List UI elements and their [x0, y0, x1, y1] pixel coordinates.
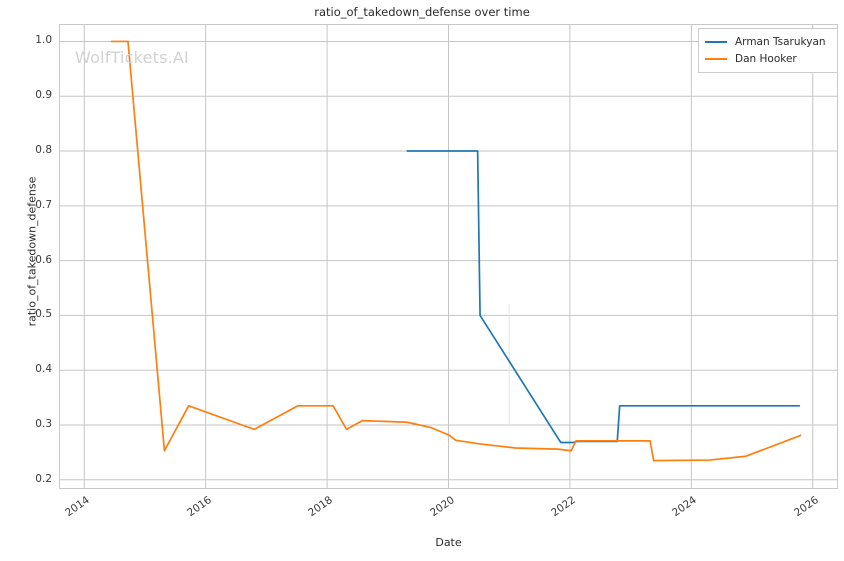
series-line-1: [110, 40, 802, 462]
watermark: WolfTickets.AI: [75, 48, 189, 67]
x-tick-label: 2016: [184, 494, 214, 520]
plot-area: WolfTickets.AI: [59, 24, 838, 489]
chart-title: ratio_of_takedown_defense over time: [314, 5, 530, 19]
series-lines: [110, 40, 802, 462]
x-tick-label: 2014: [63, 494, 93, 520]
x-tick-label: 2026: [791, 494, 821, 520]
series-line-0: [406, 150, 801, 444]
y-axis-label: ratio_of_takedown_defense: [25, 176, 39, 327]
y-tick-label: 0.9: [35, 89, 52, 102]
legend-item-1[interactable]: Dan Hooker: [705, 50, 831, 67]
y-tick-label: 0.4: [35, 363, 52, 376]
y-tick-label: 0.6: [35, 253, 52, 266]
legend-label-0: Arman Tsarukyan: [735, 35, 826, 48]
legend-swatch-icon-1: [705, 57, 727, 60]
x-tick-label: 2020: [427, 494, 457, 520]
plot-svg: [60, 25, 837, 488]
legend-item-0[interactable]: Arman Tsarukyan: [705, 33, 831, 50]
y-tick-label: 0.5: [35, 308, 52, 321]
y-tick-label: 0.2: [35, 472, 52, 485]
x-axis-label: Date: [435, 536, 462, 549]
legend-label-1: Dan Hooker: [735, 52, 797, 65]
legend-swatch-icon-0: [705, 40, 727, 43]
y-tick-label: 0.7: [35, 198, 52, 211]
y-tick-label: 0.3: [35, 417, 52, 430]
y-axis-ticks: 0.2 0.3 0.4 0.5 0.6 0.7 0.8 0.9 1.0: [0, 0, 52, 561]
x-tick-label: 2024: [670, 494, 700, 520]
chart-legend[interactable]: Arman Tsarukyan Dan Hooker: [698, 28, 838, 73]
y-tick-label: 0.8: [35, 144, 52, 157]
x-tick-label: 2018: [306, 494, 335, 520]
y-tick-label: 1.0: [35, 34, 52, 47]
x-tick-label: 2022: [549, 494, 578, 520]
